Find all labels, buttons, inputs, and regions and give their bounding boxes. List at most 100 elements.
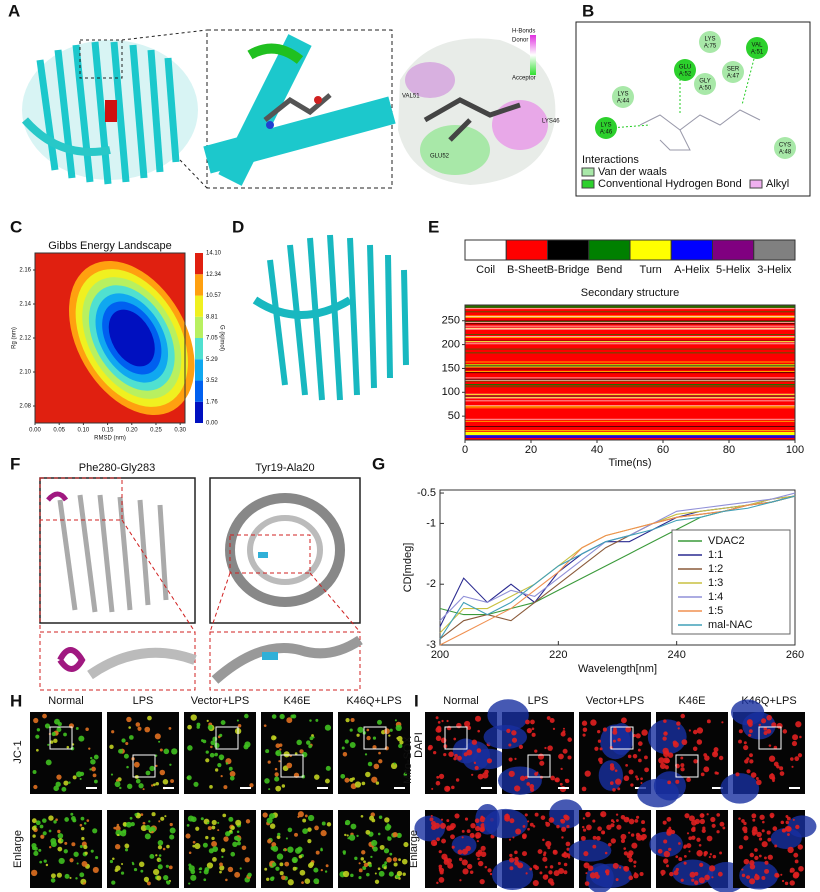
- signal: [31, 842, 37, 849]
- signal: [219, 862, 223, 867]
- signal: [372, 846, 378, 852]
- signal: [566, 824, 570, 829]
- signal: [366, 735, 371, 741]
- signal: [211, 819, 217, 826]
- signal: [140, 825, 147, 832]
- signal: [314, 774, 320, 780]
- signal: [759, 814, 765, 820]
- ss-stripe: [465, 365, 795, 366]
- signal: [196, 725, 200, 729]
- signal: [543, 851, 547, 855]
- signal: [217, 829, 220, 832]
- signal: [441, 719, 444, 723]
- signal: [438, 867, 442, 870]
- signal: [113, 826, 116, 830]
- signal: [223, 836, 229, 842]
- signal: [399, 740, 404, 745]
- signal: [794, 859, 799, 864]
- signal: [437, 721, 441, 724]
- legend-box: [671, 529, 791, 635]
- signal: [789, 870, 793, 873]
- signal: [275, 866, 280, 871]
- signal: [90, 849, 94, 853]
- signal: [70, 812, 74, 816]
- signal: [349, 777, 354, 782]
- signal: [205, 758, 210, 763]
- signal: [514, 785, 521, 792]
- signal: [207, 724, 213, 730]
- signal: [133, 867, 138, 872]
- signal: [124, 843, 130, 849]
- signal: [377, 719, 382, 725]
- ss-stripe: [465, 425, 795, 427]
- signal: [616, 824, 622, 830]
- plot-frame: [464, 304, 796, 441]
- y-tick-label: 2.12: [19, 336, 31, 342]
- signal: [346, 834, 349, 837]
- signal: [127, 783, 133, 789]
- signal: [207, 821, 210, 825]
- signal: [461, 859, 468, 866]
- signal: [156, 875, 162, 881]
- signal: [84, 851, 88, 855]
- signal: [324, 724, 332, 731]
- signal: [281, 875, 286, 880]
- signal: [473, 761, 477, 764]
- signal: [537, 753, 545, 760]
- residue-label: A:47: [727, 74, 740, 80]
- x-axis-label: Wavelength[nm]: [578, 663, 657, 675]
- colorbar-segment: [195, 359, 203, 381]
- nucleus: [637, 778, 679, 808]
- signal: [477, 857, 480, 861]
- ss-band: [465, 432, 795, 436]
- signal: [163, 874, 169, 881]
- signal: [371, 776, 378, 783]
- signal: [233, 835, 239, 841]
- nucleus: [787, 815, 817, 838]
- signal: [145, 824, 151, 830]
- signal: [657, 848, 663, 854]
- signal: [476, 840, 479, 843]
- signal: [354, 856, 358, 861]
- signal: [356, 733, 360, 737]
- signal: [157, 840, 164, 846]
- signal: [448, 751, 454, 758]
- signal: [466, 725, 472, 730]
- signal: [32, 769, 37, 774]
- signal: [160, 816, 165, 821]
- residue-node: [612, 86, 634, 108]
- residue-label: A:46: [600, 130, 613, 136]
- signal: [738, 844, 744, 850]
- signal: [33, 846, 38, 851]
- signal: [228, 766, 233, 771]
- colorbar-tick-label: 7.05: [206, 336, 218, 342]
- signal: [612, 862, 619, 869]
- x-tick-label: 260: [786, 649, 804, 661]
- signal: [144, 833, 151, 840]
- signal: [582, 727, 588, 732]
- residue-label: VAL: [752, 43, 764, 49]
- legend-label: Bend: [597, 264, 623, 276]
- signal: [202, 739, 207, 744]
- signal: [799, 735, 802, 739]
- signal: [785, 826, 792, 832]
- signal: [480, 826, 485, 831]
- signal: [621, 717, 627, 724]
- x-tick-label: 40: [591, 444, 603, 456]
- signal: [768, 755, 776, 762]
- signal: [756, 876, 760, 880]
- signal: [187, 724, 192, 730]
- ss-stripe: [465, 348, 795, 350]
- signal: [638, 758, 642, 763]
- signal: [612, 729, 618, 735]
- signal: [392, 857, 398, 862]
- signal: [292, 866, 297, 871]
- signal: [583, 851, 589, 857]
- signal: [377, 832, 381, 836]
- signal: [220, 757, 223, 761]
- signal: [378, 870, 385, 877]
- signal: [186, 824, 190, 827]
- signal: [748, 733, 752, 737]
- signal: [302, 818, 307, 823]
- signal: [438, 773, 445, 780]
